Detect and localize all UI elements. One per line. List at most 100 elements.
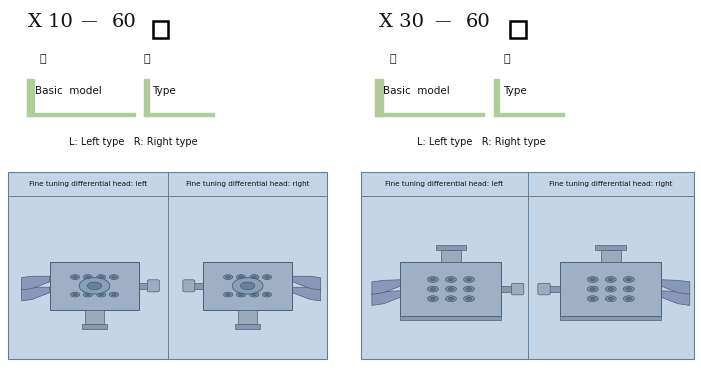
- FancyBboxPatch shape: [548, 286, 560, 292]
- Circle shape: [265, 293, 269, 296]
- Polygon shape: [375, 113, 484, 116]
- FancyBboxPatch shape: [400, 262, 501, 316]
- FancyBboxPatch shape: [560, 316, 661, 321]
- Circle shape: [430, 278, 435, 281]
- Text: ②: ②: [503, 54, 510, 64]
- Text: Fine tuning differential head: left: Fine tuning differential head: left: [29, 181, 147, 187]
- Circle shape: [590, 288, 595, 291]
- Text: L: Left type   R: Right type: L: Left type R: Right type: [417, 137, 545, 147]
- Text: —: —: [435, 13, 451, 30]
- Text: Type: Type: [152, 86, 176, 96]
- Polygon shape: [372, 291, 400, 306]
- Polygon shape: [494, 79, 499, 116]
- Circle shape: [430, 288, 435, 291]
- Polygon shape: [27, 113, 135, 116]
- Text: Fine tuning differential head: left: Fine tuning differential head: left: [385, 181, 503, 187]
- Circle shape: [445, 276, 456, 282]
- Circle shape: [605, 296, 616, 301]
- Circle shape: [252, 276, 257, 278]
- Circle shape: [238, 293, 243, 296]
- FancyBboxPatch shape: [501, 286, 514, 292]
- Circle shape: [466, 278, 472, 281]
- Circle shape: [605, 286, 616, 292]
- Circle shape: [99, 276, 104, 278]
- FancyBboxPatch shape: [82, 324, 107, 329]
- Circle shape: [83, 292, 93, 297]
- Polygon shape: [144, 113, 214, 116]
- Circle shape: [79, 278, 110, 294]
- Circle shape: [626, 278, 632, 281]
- Circle shape: [605, 276, 616, 282]
- FancyBboxPatch shape: [86, 310, 104, 325]
- Circle shape: [587, 296, 598, 301]
- Circle shape: [71, 275, 80, 279]
- Circle shape: [109, 275, 118, 279]
- Circle shape: [250, 292, 259, 297]
- Circle shape: [463, 296, 475, 301]
- FancyBboxPatch shape: [538, 283, 550, 295]
- Text: 60: 60: [112, 13, 137, 31]
- Circle shape: [262, 275, 272, 279]
- FancyBboxPatch shape: [400, 316, 501, 321]
- Circle shape: [608, 278, 613, 281]
- Polygon shape: [292, 276, 320, 290]
- Circle shape: [428, 276, 438, 282]
- Circle shape: [626, 297, 632, 300]
- Polygon shape: [494, 113, 564, 116]
- Circle shape: [250, 275, 259, 279]
- Polygon shape: [22, 276, 50, 290]
- Circle shape: [466, 288, 472, 291]
- Circle shape: [623, 286, 634, 292]
- Polygon shape: [661, 280, 690, 294]
- Circle shape: [73, 293, 77, 296]
- Circle shape: [590, 297, 595, 300]
- Circle shape: [587, 286, 598, 292]
- FancyBboxPatch shape: [235, 324, 261, 329]
- FancyBboxPatch shape: [595, 245, 626, 251]
- FancyBboxPatch shape: [435, 245, 466, 251]
- Text: ①: ①: [389, 54, 395, 64]
- Circle shape: [97, 292, 106, 297]
- Circle shape: [86, 276, 90, 278]
- Circle shape: [226, 293, 231, 296]
- FancyBboxPatch shape: [193, 282, 203, 289]
- Text: Type: Type: [503, 86, 526, 96]
- Polygon shape: [372, 280, 400, 294]
- Polygon shape: [27, 79, 34, 116]
- Text: ①: ①: [40, 54, 46, 64]
- FancyBboxPatch shape: [238, 310, 257, 325]
- FancyBboxPatch shape: [601, 251, 620, 262]
- Circle shape: [265, 276, 269, 278]
- Polygon shape: [375, 79, 383, 116]
- Circle shape: [590, 278, 595, 281]
- Circle shape: [587, 276, 598, 282]
- Text: X 30: X 30: [379, 13, 423, 31]
- Text: —: —: [81, 13, 97, 30]
- Text: X 10: X 10: [28, 13, 73, 31]
- Text: Fine tuning differential head: right: Fine tuning differential head: right: [186, 181, 309, 187]
- Text: 60: 60: [466, 13, 491, 31]
- Circle shape: [111, 276, 116, 278]
- FancyBboxPatch shape: [183, 280, 195, 292]
- Circle shape: [463, 286, 475, 292]
- FancyBboxPatch shape: [50, 262, 139, 310]
- Polygon shape: [292, 287, 320, 301]
- Text: Basic  model: Basic model: [383, 86, 450, 96]
- Circle shape: [463, 276, 475, 282]
- Circle shape: [428, 296, 438, 301]
- Polygon shape: [661, 291, 690, 306]
- Circle shape: [71, 292, 80, 297]
- FancyBboxPatch shape: [361, 172, 694, 359]
- Text: Basic  model: Basic model: [35, 86, 102, 96]
- FancyBboxPatch shape: [510, 21, 526, 38]
- Circle shape: [109, 292, 118, 297]
- FancyBboxPatch shape: [139, 282, 149, 289]
- FancyBboxPatch shape: [8, 172, 327, 359]
- FancyBboxPatch shape: [512, 283, 524, 295]
- Circle shape: [626, 288, 632, 291]
- FancyBboxPatch shape: [441, 251, 461, 262]
- Circle shape: [252, 293, 257, 296]
- Circle shape: [232, 278, 263, 294]
- Circle shape: [86, 293, 90, 296]
- Circle shape: [448, 297, 454, 300]
